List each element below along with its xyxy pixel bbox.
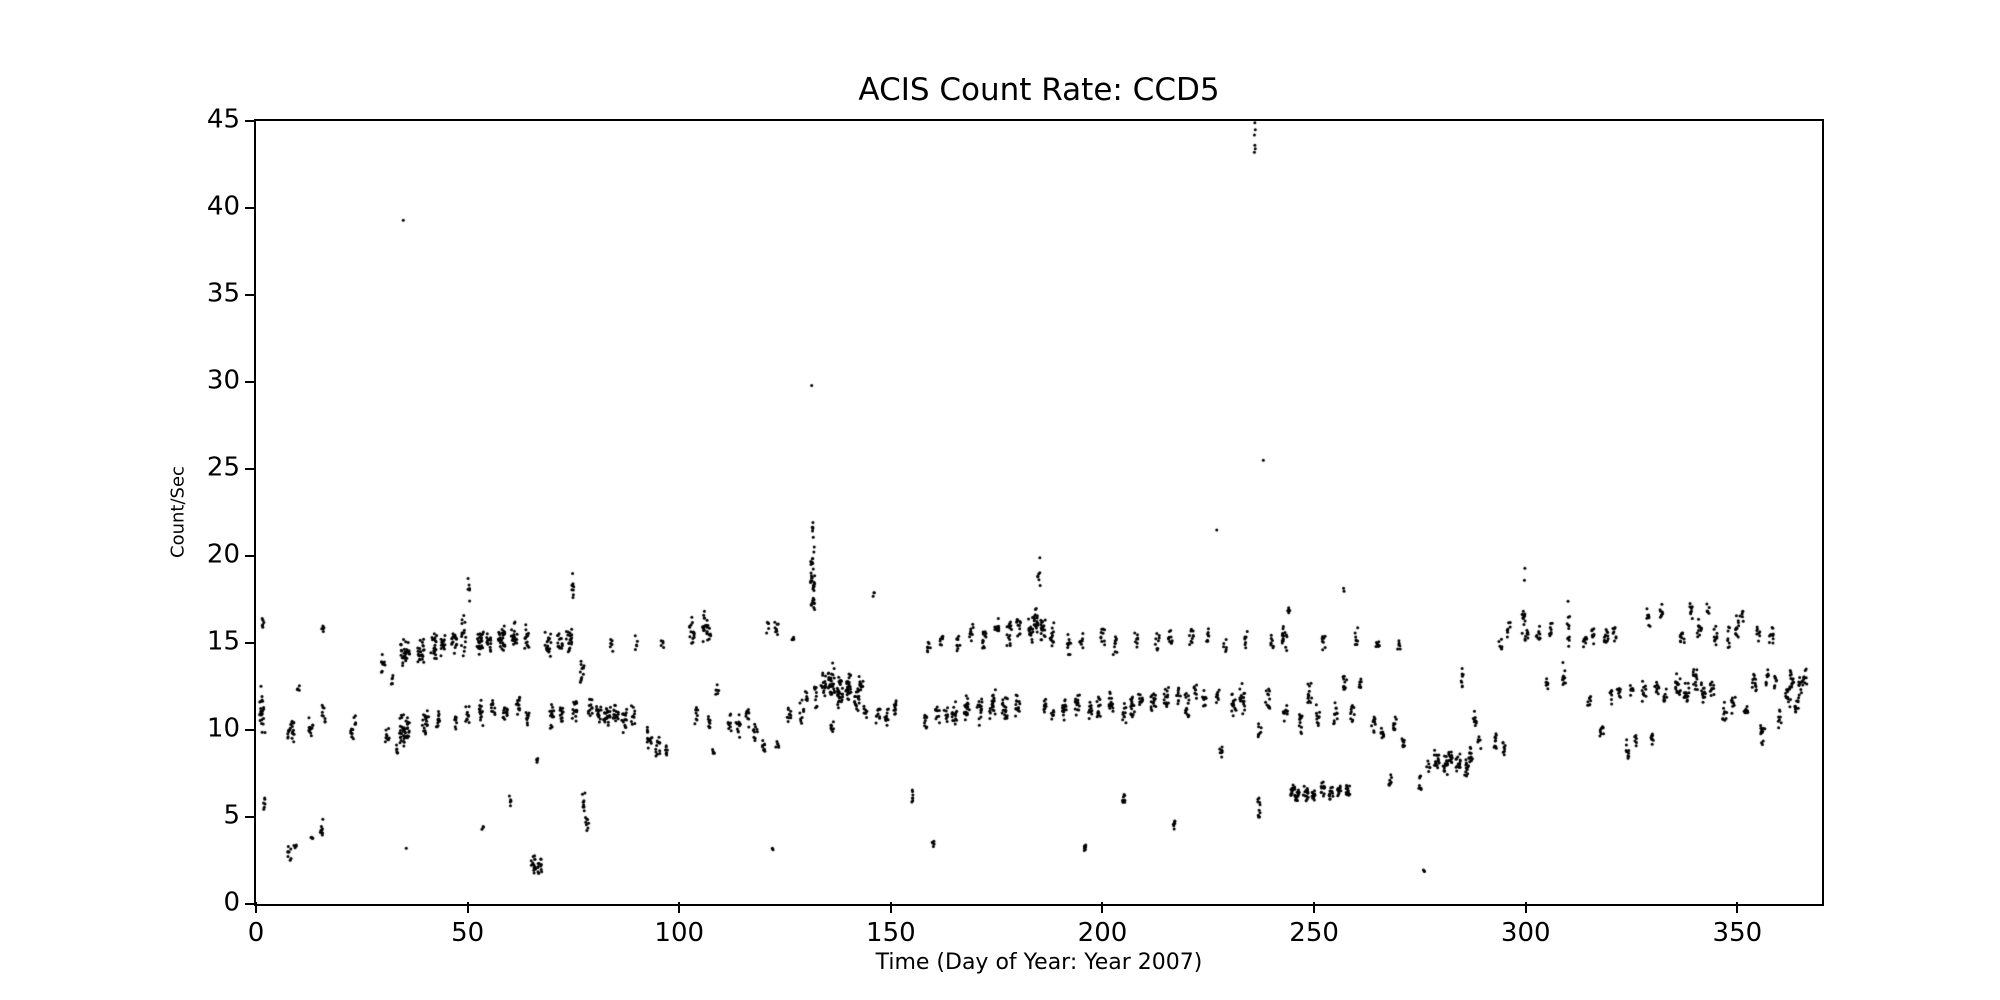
y-tick-mark [245,120,256,122]
plot-canvas [256,121,1822,904]
y-tick-mark [245,381,256,383]
x-axis-label: Time (Day of Year: Year 2007) [875,950,1203,975]
y-tick-mark [245,294,256,296]
x-tick-mark [1524,902,1527,913]
x-tick-label: 0 [247,918,265,948]
y-axis-label: Count/Sec [167,466,189,558]
x-tick-mark [1101,902,1104,913]
y-tick-label: 20 [206,539,240,570]
y-tick-label: 45 [206,104,240,135]
y-tick-mark [245,642,256,644]
y-tick-mark [245,468,256,470]
x-tick-label: 250 [1289,918,1339,948]
plot-area: 0 50 100 150 200 250 300 350 0 5 10 15 20 25 30 35 40 45 [207,105,1824,948]
x-tick-label: 200 [1077,918,1128,948]
x-tick-mark [255,902,257,913]
y-tick-mark [245,816,256,818]
x-tick-label: 350 [1712,918,1763,948]
y-tick-mark [245,729,256,731]
y-tick-label: 10 [206,713,240,744]
y-tick-mark [245,207,256,209]
y-tick-label: 30 [206,365,240,396]
x-tick-label: 150 [866,918,916,948]
x-tick-mark [1736,902,1739,913]
y-tick-label: 35 [206,278,240,309]
y-tick-mark [245,903,256,905]
y-tick-label: 40 [206,191,240,222]
x-tick-label: 50 [451,918,485,948]
y-tick-label: 25 [206,452,240,483]
x-tick-label: 100 [654,918,705,948]
y-tick-label: 15 [206,626,240,657]
y-tick-label: 0 [223,887,240,918]
x-tick-mark [889,902,892,913]
x-tick-label: 300 [1500,918,1551,948]
x-tick-mark [678,902,681,913]
x-tick-mark [1313,902,1316,913]
chart-title: ACIS Count Rate: CCD5 [858,72,1220,108]
x-tick-mark [466,902,469,913]
y-tick-label: 5 [223,800,240,831]
y-tick-mark [245,555,256,557]
